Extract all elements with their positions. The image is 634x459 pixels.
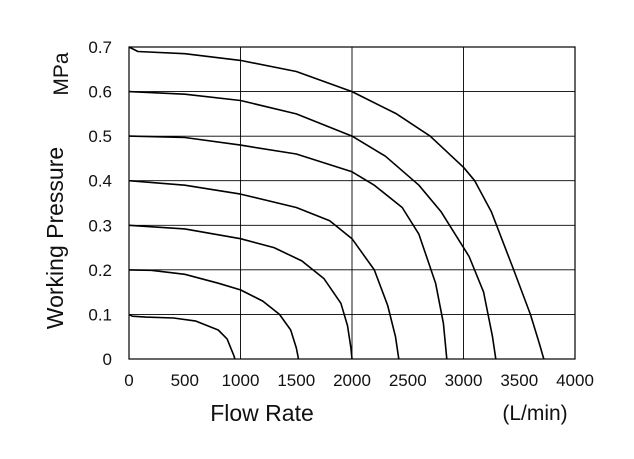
pressure-curve-2 <box>128 269 300 360</box>
x-tick-label: 2500 <box>389 371 427 390</box>
x-tick-label: 4000 <box>556 371 594 390</box>
x-tick-label: 2000 <box>333 371 371 390</box>
y-tick-labels: 0 0.1 0.2 0.3 0.4 0.5 0.6 0.7 <box>88 38 112 369</box>
y-tick-label: 0.3 <box>88 216 112 235</box>
x-tick-labels: 0 500 1000 1500 2000 2500 3000 3500 4000 <box>124 371 594 390</box>
pressure-curve-1 <box>128 313 236 360</box>
x-tick-label: 1500 <box>277 371 315 390</box>
y-tick-label: 0.2 <box>88 261 112 280</box>
y-axis-unit: MPa <box>50 52 73 96</box>
x-axis-unit: (L/min) <box>502 402 567 425</box>
pressure-curve-7 <box>128 46 545 360</box>
y-tick-label: 0.4 <box>88 172 112 191</box>
grid <box>128 46 576 360</box>
y-tick-label: 0.6 <box>88 83 112 102</box>
pressure-curve-5 <box>128 135 448 360</box>
pressure-curve-6 <box>128 90 497 360</box>
y-tick-label: 0.5 <box>88 127 112 146</box>
x-tick-label: 500 <box>171 371 199 390</box>
x-tick-label: 0 <box>124 371 133 390</box>
x-tick-label: 3500 <box>500 371 538 390</box>
x-tick-label: 1000 <box>222 371 260 390</box>
y-tick-label: 0.1 <box>88 305 112 324</box>
x-tick-label: 3000 <box>445 371 483 390</box>
y-tick-label: 0.7 <box>88 38 112 57</box>
y-tick-label: 0 <box>103 350 112 369</box>
y-axis-title: Working Pressure <box>42 147 68 329</box>
x-axis-title: Flow Rate <box>210 400 314 426</box>
pressure-curve-3 <box>128 224 353 360</box>
pressure-curves <box>128 46 545 360</box>
pressure-curve-4 <box>128 179 400 360</box>
